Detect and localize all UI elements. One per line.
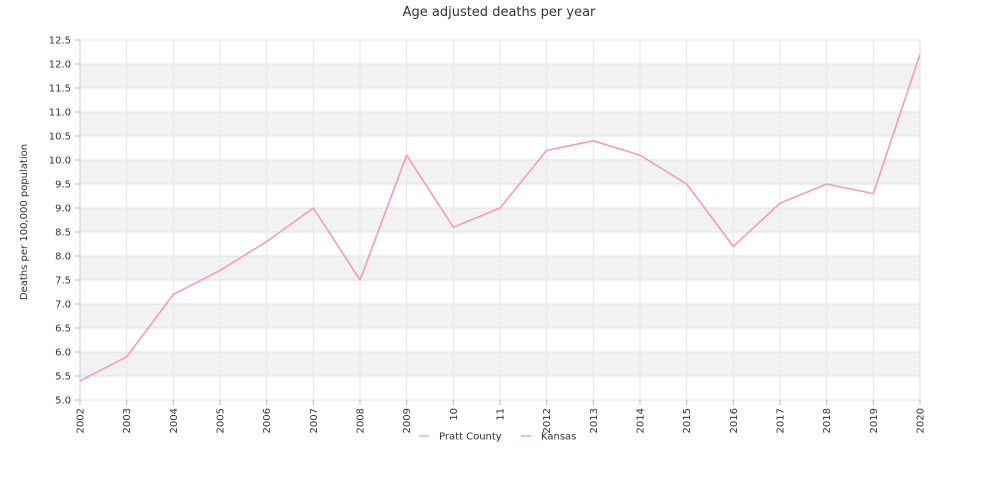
y-axis-ticks: 5.0 5.5 6.0 6.5 7.0 7.5 8.0 8.5 9.0 9.5 10.0 10.5 11…: [49, 36, 921, 407]
x-tick-label: 2014: [636, 408, 647, 433]
x-tick-label: 2017: [776, 408, 787, 433]
series-line-kansas: [79, 54, 921, 382]
x-tick-label: 2002: [76, 408, 87, 433]
y-axis-title: Deaths per 100,000 population: [19, 144, 30, 300]
x-tick-label: 2013: [589, 408, 600, 433]
y-tick-label: 9.5: [55, 180, 71, 191]
y-tick-label: 9.0: [55, 204, 71, 215]
y-tick-label: 6.5: [55, 324, 71, 335]
y-tick-label: 5.5: [55, 372, 71, 383]
x-tick-label: 2020: [916, 408, 927, 433]
chart-title: Age adjusted deaths per year: [403, 5, 596, 20]
legend-item-pratt-county[interactable]: Pratt County: [419, 432, 502, 443]
x-tick-label: 10: [449, 408, 460, 421]
y-tick-label: 7.0: [55, 300, 71, 311]
x-tick-label: 2018: [822, 408, 833, 433]
legend-item-kansas[interactable]: Kansas: [521, 432, 576, 443]
y-tick-label: 12.0: [49, 60, 71, 71]
x-tick-label: 11: [496, 408, 507, 421]
y-tick-label: 5.0: [55, 396, 71, 407]
legend[interactable]: Pratt County Kansas: [419, 432, 576, 443]
x-tick-label: 2005: [216, 408, 227, 433]
y-tick-label: 8.0: [55, 252, 71, 263]
x-tick-label: 2019: [869, 408, 880, 433]
y-tick-label: 12.5: [49, 36, 71, 47]
y-tick-label: 10.0: [49, 156, 71, 167]
series-lines: [79, 54, 921, 382]
y-tick-label: 6.0: [55, 348, 71, 359]
legend-label: Pratt County: [439, 432, 502, 443]
x-tick-label: 2015: [682, 408, 693, 433]
x-tick-label: 2016: [729, 408, 740, 433]
x-tick-label: 2006: [262, 408, 273, 433]
x-tick-label: 2003: [122, 408, 133, 433]
x-tick-label: 2004: [169, 408, 180, 433]
y-tick-label: 11.5: [49, 84, 71, 95]
x-tick-label: 2008: [356, 408, 367, 433]
y-tick-label: 10.5: [49, 132, 71, 143]
legend-label: Kansas: [541, 432, 576, 443]
x-tick-label: 2009: [402, 408, 413, 433]
y-tick-label: 8.5: [55, 228, 71, 239]
x-tick-label: 2007: [309, 408, 320, 433]
x-axis-ticks: 2002 2003 2004 2005 2006 2007 2008 2009 10 11 2012…: [76, 400, 927, 433]
x-tick-label: 2012: [542, 408, 553, 433]
y-tick-label: 11.0: [49, 108, 71, 119]
y-tick-label: 7.5: [55, 276, 71, 287]
